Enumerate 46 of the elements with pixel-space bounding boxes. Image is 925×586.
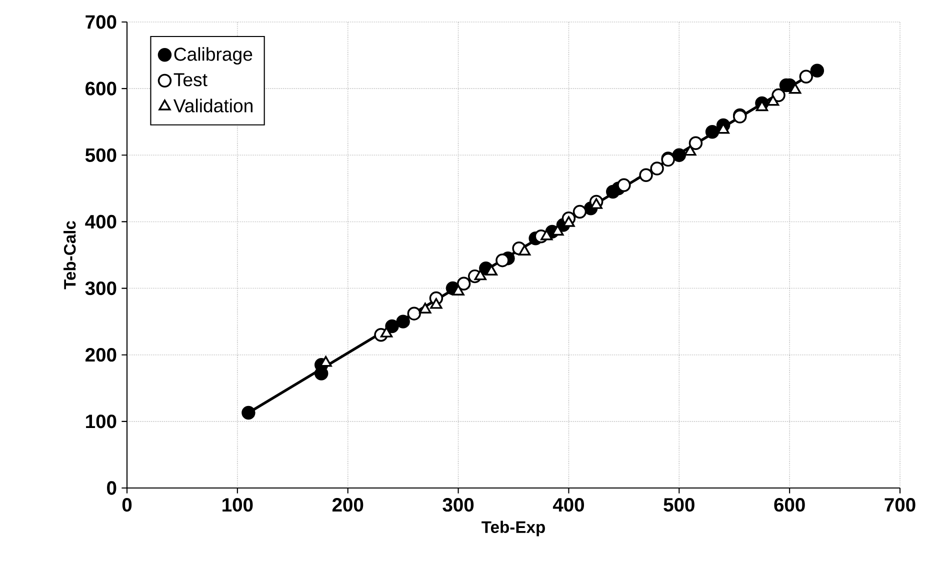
point xyxy=(452,284,464,296)
x-axis-title: Teb-Exp xyxy=(482,520,545,536)
point xyxy=(496,253,510,268)
x-tick-label: 200 xyxy=(332,498,364,512)
point xyxy=(396,314,410,328)
point xyxy=(617,178,631,192)
x-tick-label: 700 xyxy=(884,498,916,512)
point xyxy=(407,306,421,320)
point xyxy=(242,406,256,420)
x-tick-label: 300 xyxy=(442,498,474,512)
point xyxy=(789,83,802,94)
point xyxy=(799,70,814,84)
point xyxy=(639,168,653,182)
y-tick-label: 700 xyxy=(86,15,116,29)
point xyxy=(672,148,686,162)
x-tick-label: 400 xyxy=(552,498,584,512)
point xyxy=(430,298,442,309)
x-tick-label: 0 xyxy=(122,498,132,512)
point xyxy=(650,162,664,176)
x-tick-label: 100 xyxy=(222,498,253,512)
legend-label: Validation xyxy=(173,98,252,112)
y-tick-label: 600 xyxy=(86,82,116,96)
legend-label: Calibrage xyxy=(174,47,252,65)
x-tick-label: 500 xyxy=(664,498,694,512)
y-tick-label: 500 xyxy=(85,148,116,162)
point xyxy=(766,95,780,106)
point xyxy=(688,136,703,150)
y-tick-label: 400 xyxy=(85,214,116,229)
y-tick-label: 300 xyxy=(85,281,116,296)
y-tick-label: 200 xyxy=(86,348,116,362)
point xyxy=(684,144,696,156)
point xyxy=(419,302,432,314)
point xyxy=(540,230,553,240)
point xyxy=(705,124,720,139)
point xyxy=(456,276,471,290)
y-axis-title: Teb-Calc xyxy=(64,221,76,290)
y-tick-label: 100 xyxy=(86,414,116,428)
x-tick-label: 600 xyxy=(774,498,805,512)
y-tick-label: 0 xyxy=(107,481,116,495)
legend-label: Test xyxy=(174,73,208,86)
point xyxy=(485,264,498,276)
point xyxy=(518,244,531,256)
point xyxy=(572,204,587,219)
point xyxy=(810,64,824,78)
point xyxy=(474,269,486,280)
point xyxy=(380,326,393,338)
